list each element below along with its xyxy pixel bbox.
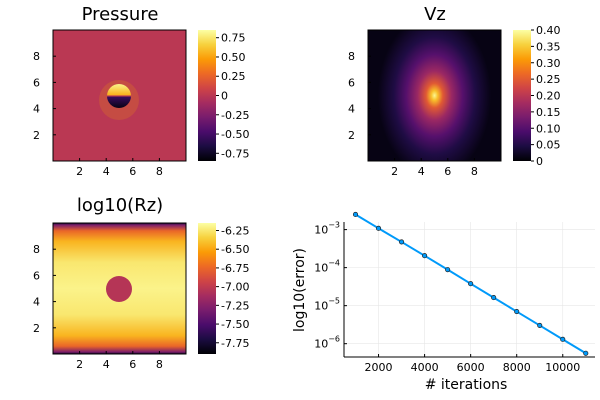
data-point <box>537 322 543 328</box>
convergence-panel: 2000 4000 6000 8000 10000 10−3 10−4 10−5 10−6 # … <box>292 211 595 393</box>
x-tick-label: 8000 <box>503 361 531 374</box>
y-tick-label: 10−5 <box>314 297 340 313</box>
data-point <box>399 239 405 245</box>
colorbar-tick-label: 0.25 <box>536 73 561 86</box>
x-tick-label: 2 <box>76 358 83 371</box>
y-tick-label: 2 <box>33 129 40 142</box>
y-tick-label: 8 <box>33 243 40 256</box>
data-point <box>352 211 359 218</box>
plot-frame <box>52 222 187 355</box>
data-point <box>583 350 589 356</box>
axes: 2 4 6 8 2 4 6 8 <box>348 50 478 178</box>
error-series <box>352 211 589 356</box>
x-axis-label: # iterations <box>425 377 508 393</box>
colorbar-ticks: -6.25 -6.50 -6.75 -7.00 -7.25 -7.50 -7.75 <box>216 224 249 350</box>
y-tick-label: 2 <box>348 129 355 142</box>
y-tick-label: 2 <box>33 322 40 335</box>
x-tick-label: 6 <box>444 165 451 178</box>
colorbar-tick-label: 0.75 <box>221 32 246 45</box>
pressure-heatmap <box>53 30 186 161</box>
colorbar-tick-label: 0.20 <box>536 90 561 103</box>
x-tick-label: 8 <box>471 165 478 178</box>
y-tick-label: 6 <box>33 269 40 282</box>
colorbar-tick-label: -7.50 <box>221 318 249 331</box>
pressure-inclusion <box>107 84 131 108</box>
colorbar-tick-label: 0.05 <box>536 139 561 152</box>
grid <box>344 222 595 357</box>
x-tick-label: 4 <box>103 358 110 371</box>
colorbar-tick-label: -0.50 <box>221 128 249 141</box>
colorbar-tick-label: -7.75 <box>221 337 249 350</box>
data-point <box>514 309 520 315</box>
chart-title: Pressure <box>82 4 159 25</box>
chart-title: log10(Rz) <box>77 195 163 216</box>
colorbar-tick-label: 0 <box>221 90 228 103</box>
y-axis-label: log10(error) <box>292 248 308 332</box>
x-tick-label: 6 <box>129 165 136 178</box>
plot-frame <box>367 29 502 162</box>
colorbar-tick-label: 0.50 <box>221 51 246 64</box>
vz-heatmap <box>368 30 501 161</box>
colorbar-tick-label: -0.25 <box>221 109 249 122</box>
ticks: 2000 4000 6000 8000 10000 10−3 10−4 10−5 10−6 <box>314 221 580 374</box>
data-point <box>422 253 428 259</box>
y-tick-label: 10−6 <box>314 335 340 351</box>
x-tick-label: 4000 <box>411 361 439 374</box>
colorbar-tick-label: -6.25 <box>221 224 249 237</box>
x-tick-label: 4 <box>103 165 110 178</box>
colorbar-tick-label: -7.00 <box>221 281 249 294</box>
y-tick-label: 4 <box>33 103 40 116</box>
data-point <box>445 267 451 273</box>
colorbar-tick-label: 0.35 <box>536 40 561 53</box>
colorbar-tick-label: -7.25 <box>221 299 249 312</box>
y-tick-label: 6 <box>348 76 355 89</box>
x-tick-label: 2 <box>76 165 83 178</box>
data-point <box>375 225 382 231</box>
data-point <box>491 295 497 301</box>
axes: 2 4 6 8 2 4 6 8 <box>33 50 163 178</box>
x-tick-label: 6 <box>129 358 136 371</box>
y-tick-label: 4 <box>348 103 355 116</box>
colorbar-ticks: 0.75 0.50 0.25 0 -0.25 -0.50 -0.75 <box>216 32 249 160</box>
data-point <box>560 336 566 342</box>
x-tick-label: 6000 <box>457 361 485 374</box>
plot-frame <box>52 29 187 162</box>
pressure-panel: Pressure 2 4 6 8 2 4 6 8 0.75 0.50 0.25 0 -0.25 -0.5… <box>33 4 249 178</box>
vz-panel: Vz 2 4 6 8 2 4 6 8 0.40 0.35 0.30 0.25 0.20 0.15 0.10… <box>348 4 561 178</box>
colorbar-tick-label: 0 <box>536 155 543 168</box>
axes: 2 4 6 8 2 4 6 8 <box>33 243 163 371</box>
colorbar-tick-label: 0.40 <box>536 24 561 37</box>
x-tick-label: 2000 <box>365 361 393 374</box>
y-tick-label: 4 <box>33 296 40 309</box>
colorbar-ticks: 0.40 0.35 0.30 0.25 0.20 0.15 0.10 0.05 0 <box>531 24 561 168</box>
colorbar <box>198 223 216 354</box>
x-tick-label: 8 <box>156 358 163 371</box>
rz-heatmap <box>53 223 186 354</box>
chart-title: Vz <box>424 4 446 25</box>
y-tick-label: 8 <box>33 50 40 63</box>
x-tick-label: 2 <box>391 165 398 178</box>
data-point <box>468 281 474 287</box>
colorbar <box>513 30 531 161</box>
x-tick-label: 4 <box>418 165 425 178</box>
colorbar-tick-label: -6.50 <box>221 243 249 256</box>
colorbar-tick-label: 0.25 <box>221 70 246 83</box>
colorbar-tick-label: -0.75 <box>221 147 249 160</box>
colorbar <box>198 30 216 161</box>
y-tick-label: 10−4 <box>314 259 340 275</box>
x-tick-label: 10000 <box>545 361 580 374</box>
y-tick-label: 10−3 <box>314 221 340 237</box>
rz-inclusion <box>106 276 132 302</box>
y-tick-label: 6 <box>33 76 40 89</box>
colorbar-tick-label: 0.10 <box>536 122 561 135</box>
colorbar-tick-label: 0.30 <box>536 57 561 70</box>
colorbar-tick-label: 0.15 <box>536 106 561 119</box>
y-tick-label: 8 <box>348 50 355 63</box>
x-tick-label: 8 <box>156 165 163 178</box>
colorbar-tick-label: -6.75 <box>221 262 249 275</box>
heatmap-field <box>368 30 501 161</box>
